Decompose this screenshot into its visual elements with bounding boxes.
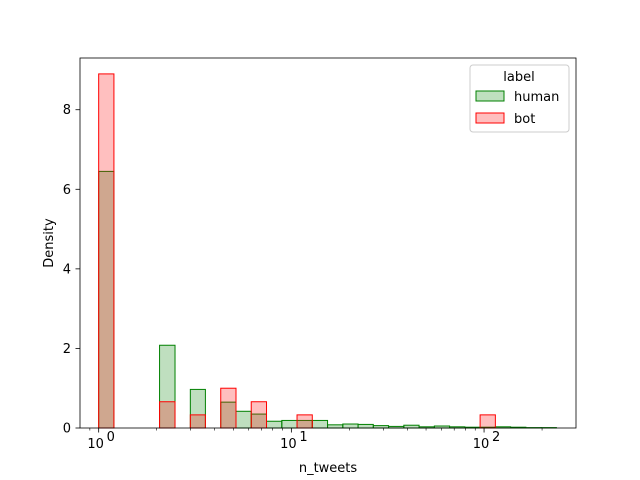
human-bar xyxy=(342,423,359,429)
x-tick-label: 10 xyxy=(280,437,297,452)
y-tick-label: 8 xyxy=(63,103,71,118)
bot-bar xyxy=(189,414,206,429)
y-tick-label: 0 xyxy=(63,422,71,437)
legend: label human bot xyxy=(469,64,570,133)
legend-swatch-bot xyxy=(475,112,505,124)
x-axis-label: n_tweets xyxy=(299,461,358,476)
bot-series xyxy=(98,73,496,429)
y-tick-label: 4 xyxy=(63,262,71,277)
human-bar xyxy=(235,410,252,429)
bot-bar xyxy=(296,414,313,429)
human-bar xyxy=(311,419,329,429)
bot-bar xyxy=(250,401,268,429)
y-axis-label: Density xyxy=(42,218,57,268)
x-axis: 10 0 10 1 10 2 xyxy=(87,428,543,452)
human-bar xyxy=(403,424,420,429)
y-tick-label: 6 xyxy=(63,183,71,198)
legend-title: label xyxy=(503,70,534,85)
x-tick-exponent: 0 xyxy=(107,430,115,445)
human-series xyxy=(98,170,557,429)
bot-bar xyxy=(479,414,496,429)
bot-bar xyxy=(159,401,176,429)
bot-bar xyxy=(220,387,237,429)
legend-swatch-human xyxy=(475,90,505,102)
legend-entry-bot: bot xyxy=(514,112,535,127)
y-tick-label: 2 xyxy=(63,342,71,357)
bot-bar xyxy=(98,73,115,429)
x-tick-exponent: 1 xyxy=(299,430,307,445)
human-bar xyxy=(357,423,374,429)
y-axis: 0 2 4 6 8 xyxy=(63,103,80,437)
x-tick-label: 10 xyxy=(87,437,104,452)
human-bar xyxy=(281,419,298,429)
plot-frame xyxy=(79,57,577,429)
human-bar xyxy=(327,424,344,429)
human-bar xyxy=(266,420,283,429)
legend-entry-human: human xyxy=(514,90,559,105)
x-tick-label: 10 xyxy=(473,437,490,452)
x-tick-exponent: 2 xyxy=(492,430,500,445)
